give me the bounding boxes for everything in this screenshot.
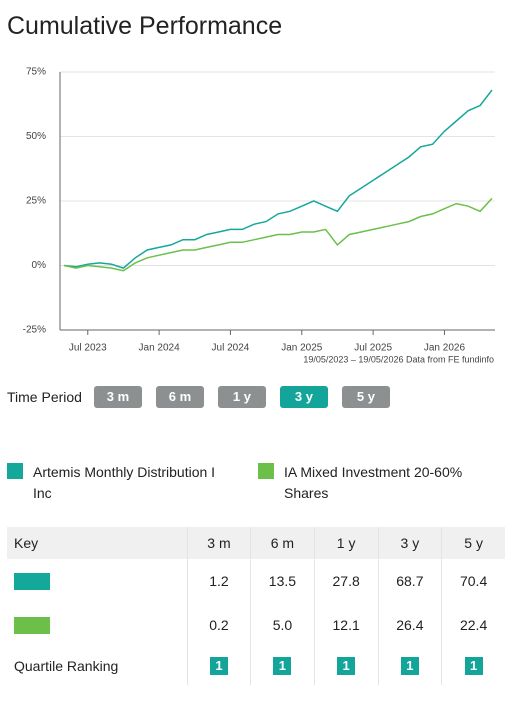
time-period-button[interactable]: 3 m: [93, 386, 142, 408]
table-cell: 26.4: [377, 603, 442, 647]
x-tick-label: Jul 2024: [212, 343, 250, 354]
legend-label: IA Mixed Investment 20-60% Shares: [284, 464, 463, 501]
y-tick-label: -25%: [23, 325, 46, 336]
table-cell: 68.7: [377, 559, 442, 603]
y-tick-label: 50%: [26, 131, 46, 142]
ranking-row: Quartile Ranking 1 1 1 1 1: [7, 647, 505, 685]
time-period-button[interactable]: 1 y: [217, 386, 266, 408]
x-tick-label: Jan 2025: [281, 343, 323, 354]
column-header: 3 y: [377, 527, 442, 559]
x-tick-label: Jul 2023: [69, 343, 107, 354]
ranking-badge: 1: [337, 657, 356, 675]
ranking-cell: 1: [441, 647, 505, 685]
ranking-cell: 1: [313, 647, 378, 685]
table-cell: 12.1: [313, 603, 378, 647]
time-period-label: Time Period: [7, 389, 82, 405]
legend-label: Artemis Monthly Distribution I Inc: [33, 464, 216, 501]
time-period: Time Period 3 m 6 m 1 y 3 y 5 y: [7, 386, 404, 408]
ranking-label: Quartile Ranking: [14, 658, 119, 674]
column-header: 5 y: [441, 527, 505, 559]
y-tick-label: 75%: [26, 67, 46, 78]
key-swatch: [14, 572, 50, 590]
ranking-cell: 1: [250, 647, 315, 685]
table-cell: 22.4: [441, 603, 505, 647]
chart-note: 19/05/2023 – 19/05/2026 Data from FE fun…: [303, 354, 494, 364]
ranking-badge: 1: [400, 657, 419, 675]
key-swatch: [14, 616, 50, 634]
table-row: 1.2 13.5 27.8 68.7 70.4: [7, 559, 505, 603]
column-header: 6 m: [250, 527, 315, 559]
ranking-cell: 1: [186, 647, 251, 685]
ranking-badge: 1: [464, 657, 483, 675]
legend-entry: IA Mixed Investment 20-60% Shares: [258, 462, 478, 504]
chart: 19/05/2023 – 19/05/2026 Data from FE fun…: [23, 67, 495, 364]
series-line: [63, 89, 493, 269]
time-period-button[interactable]: 5 y: [341, 386, 390, 408]
key-cell: [7, 603, 187, 647]
legend-entry: Artemis Monthly Distribution I Inc: [7, 462, 227, 504]
table-cell: 0.2: [186, 603, 251, 647]
table-row: 0.2 5.0 12.1 26.4 22.4: [7, 603, 505, 647]
x-tick-label: Jan 2026: [424, 343, 466, 354]
column-header: Key: [7, 527, 188, 559]
table-cell: 1.2: [186, 559, 251, 603]
y-tick-label: 0%: [32, 260, 47, 271]
ranking-badge: 1: [273, 657, 292, 675]
x-tick-label: Jan 2024: [139, 343, 181, 354]
key-cell: [7, 559, 187, 603]
ranking-cell: 1: [377, 647, 442, 685]
table-cell: 5.0: [250, 603, 315, 647]
time-period-button[interactable]: 6 m: [155, 386, 204, 408]
table-cell: 27.8: [313, 559, 378, 603]
legend-swatch: [7, 463, 23, 479]
time-period-button[interactable]: 3 y: [279, 386, 328, 408]
page-title: Cumulative Performance: [7, 12, 283, 40]
legend-swatch: [258, 463, 274, 479]
column-header: 1 y: [313, 527, 378, 559]
series-line: [63, 197, 493, 272]
y-tick-label: 25%: [26, 196, 46, 207]
table-cell: 13.5: [250, 559, 315, 603]
table-cell: 70.4: [441, 559, 505, 603]
column-header: 3 m: [186, 527, 251, 559]
ranking-badge: 1: [209, 657, 228, 675]
x-tick-label: Jul 2025: [354, 343, 392, 354]
